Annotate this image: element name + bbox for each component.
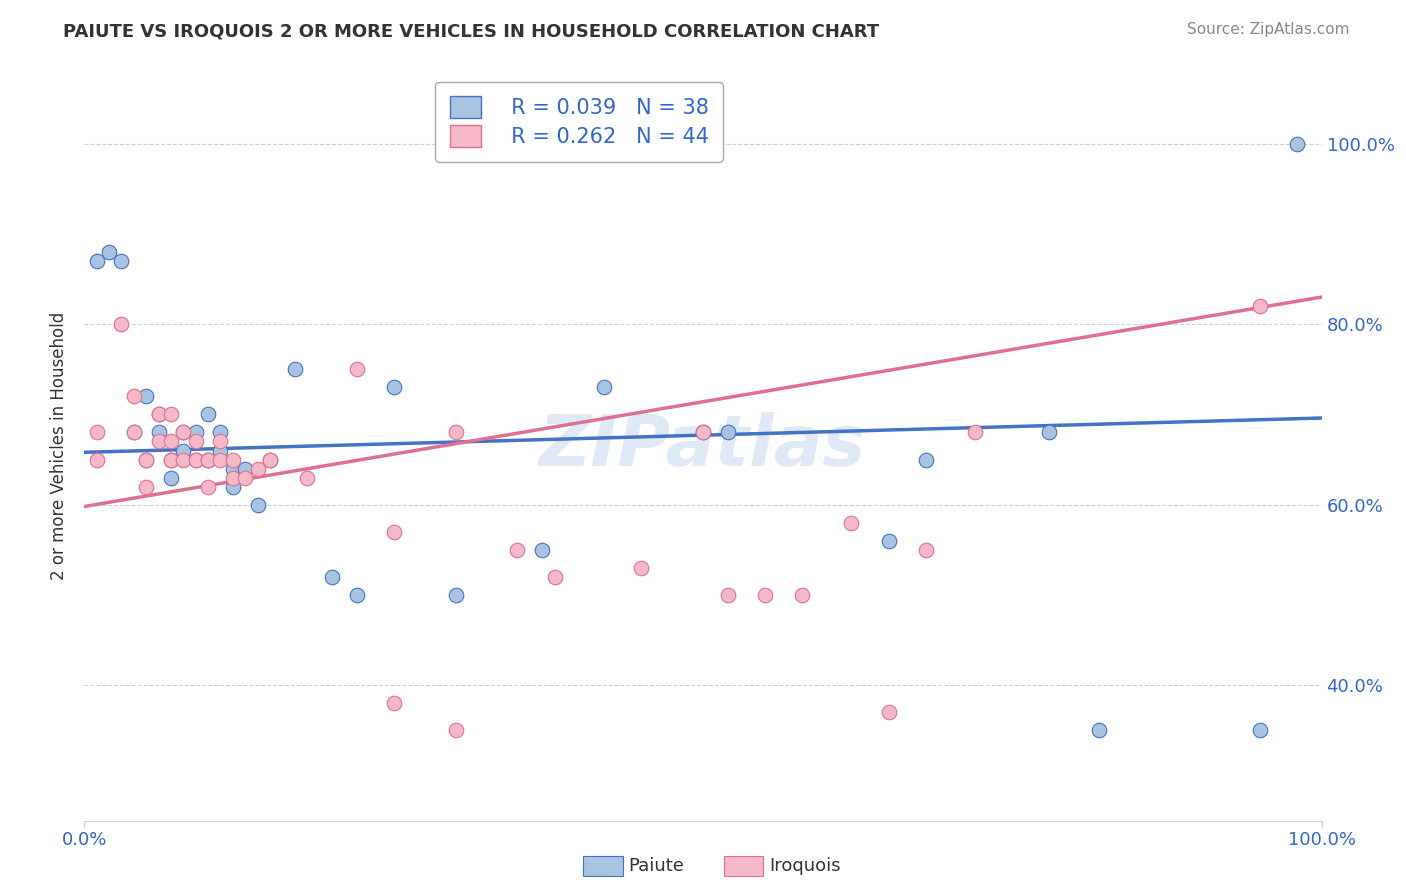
Point bbox=[148, 434, 170, 449]
Point bbox=[160, 470, 183, 484]
Point bbox=[444, 588, 467, 602]
Point bbox=[197, 452, 219, 467]
Point bbox=[160, 452, 183, 467]
Point bbox=[965, 425, 987, 440]
Point bbox=[209, 434, 232, 449]
Text: Source: ZipAtlas.com: Source: ZipAtlas.com bbox=[1187, 22, 1350, 37]
Point bbox=[135, 480, 157, 494]
Point bbox=[259, 452, 281, 467]
Point bbox=[321, 570, 343, 584]
Point bbox=[197, 408, 219, 422]
Point bbox=[841, 516, 863, 530]
Point bbox=[222, 480, 245, 494]
Point bbox=[382, 524, 405, 539]
Point bbox=[135, 389, 157, 403]
Y-axis label: 2 or more Vehicles in Household: 2 or more Vehicles in Household bbox=[51, 312, 69, 580]
Point bbox=[172, 452, 194, 467]
Point bbox=[86, 254, 108, 268]
Point bbox=[506, 542, 529, 557]
Point bbox=[184, 452, 207, 467]
Point bbox=[110, 317, 132, 331]
Point bbox=[790, 588, 813, 602]
Point bbox=[148, 408, 170, 422]
Point bbox=[543, 570, 565, 584]
Point bbox=[160, 434, 183, 449]
Legend:   R = 0.039   N = 38,   R = 0.262   N = 44: R = 0.039 N = 38, R = 0.262 N = 44 bbox=[436, 82, 723, 161]
Point bbox=[222, 461, 245, 475]
Point bbox=[86, 452, 108, 467]
Point bbox=[1088, 723, 1111, 738]
Point bbox=[184, 434, 207, 449]
Point bbox=[209, 425, 232, 440]
Text: ZIPatlas: ZIPatlas bbox=[540, 411, 866, 481]
Point bbox=[346, 362, 368, 376]
Text: Iroquois: Iroquois bbox=[769, 857, 841, 875]
Point bbox=[246, 461, 269, 475]
Point bbox=[284, 362, 307, 376]
Text: PAIUTE VS IROQUOIS 2 OR MORE VEHICLES IN HOUSEHOLD CORRELATION CHART: PAIUTE VS IROQUOIS 2 OR MORE VEHICLES IN… bbox=[63, 22, 879, 40]
Point bbox=[382, 380, 405, 394]
Point bbox=[222, 470, 245, 484]
Point bbox=[233, 461, 256, 475]
Point bbox=[444, 723, 467, 738]
Point bbox=[172, 425, 194, 440]
Point bbox=[122, 389, 145, 403]
Point bbox=[382, 696, 405, 710]
Point bbox=[184, 452, 207, 467]
Point bbox=[160, 452, 183, 467]
Point bbox=[148, 408, 170, 422]
Point bbox=[197, 480, 219, 494]
Point bbox=[295, 470, 318, 484]
Point bbox=[717, 425, 740, 440]
Point bbox=[197, 452, 219, 467]
Point bbox=[246, 498, 269, 512]
Point bbox=[717, 588, 740, 602]
Point bbox=[148, 425, 170, 440]
Point bbox=[122, 425, 145, 440]
Point bbox=[209, 443, 232, 458]
Point bbox=[98, 244, 121, 259]
Point bbox=[110, 254, 132, 268]
Point bbox=[531, 542, 554, 557]
Point bbox=[346, 588, 368, 602]
Point bbox=[1285, 136, 1308, 151]
Point bbox=[135, 452, 157, 467]
Point bbox=[184, 425, 207, 440]
Point bbox=[692, 425, 714, 440]
Point bbox=[877, 706, 900, 720]
Point bbox=[1249, 723, 1271, 738]
Point bbox=[914, 542, 936, 557]
Point bbox=[1038, 425, 1060, 440]
Point bbox=[233, 470, 256, 484]
Point bbox=[259, 452, 281, 467]
Point bbox=[593, 380, 616, 394]
Point bbox=[692, 425, 714, 440]
Point bbox=[160, 408, 183, 422]
Point bbox=[86, 425, 108, 440]
Text: Paiute: Paiute bbox=[628, 857, 685, 875]
Point bbox=[877, 533, 900, 548]
Point bbox=[135, 452, 157, 467]
Point bbox=[444, 425, 467, 440]
Point bbox=[222, 452, 245, 467]
Point bbox=[197, 452, 219, 467]
Point bbox=[172, 443, 194, 458]
Point bbox=[122, 425, 145, 440]
Point bbox=[630, 561, 652, 575]
Point bbox=[754, 588, 776, 602]
Point bbox=[1249, 299, 1271, 313]
Point bbox=[172, 425, 194, 440]
Point bbox=[209, 452, 232, 467]
Point bbox=[914, 452, 936, 467]
